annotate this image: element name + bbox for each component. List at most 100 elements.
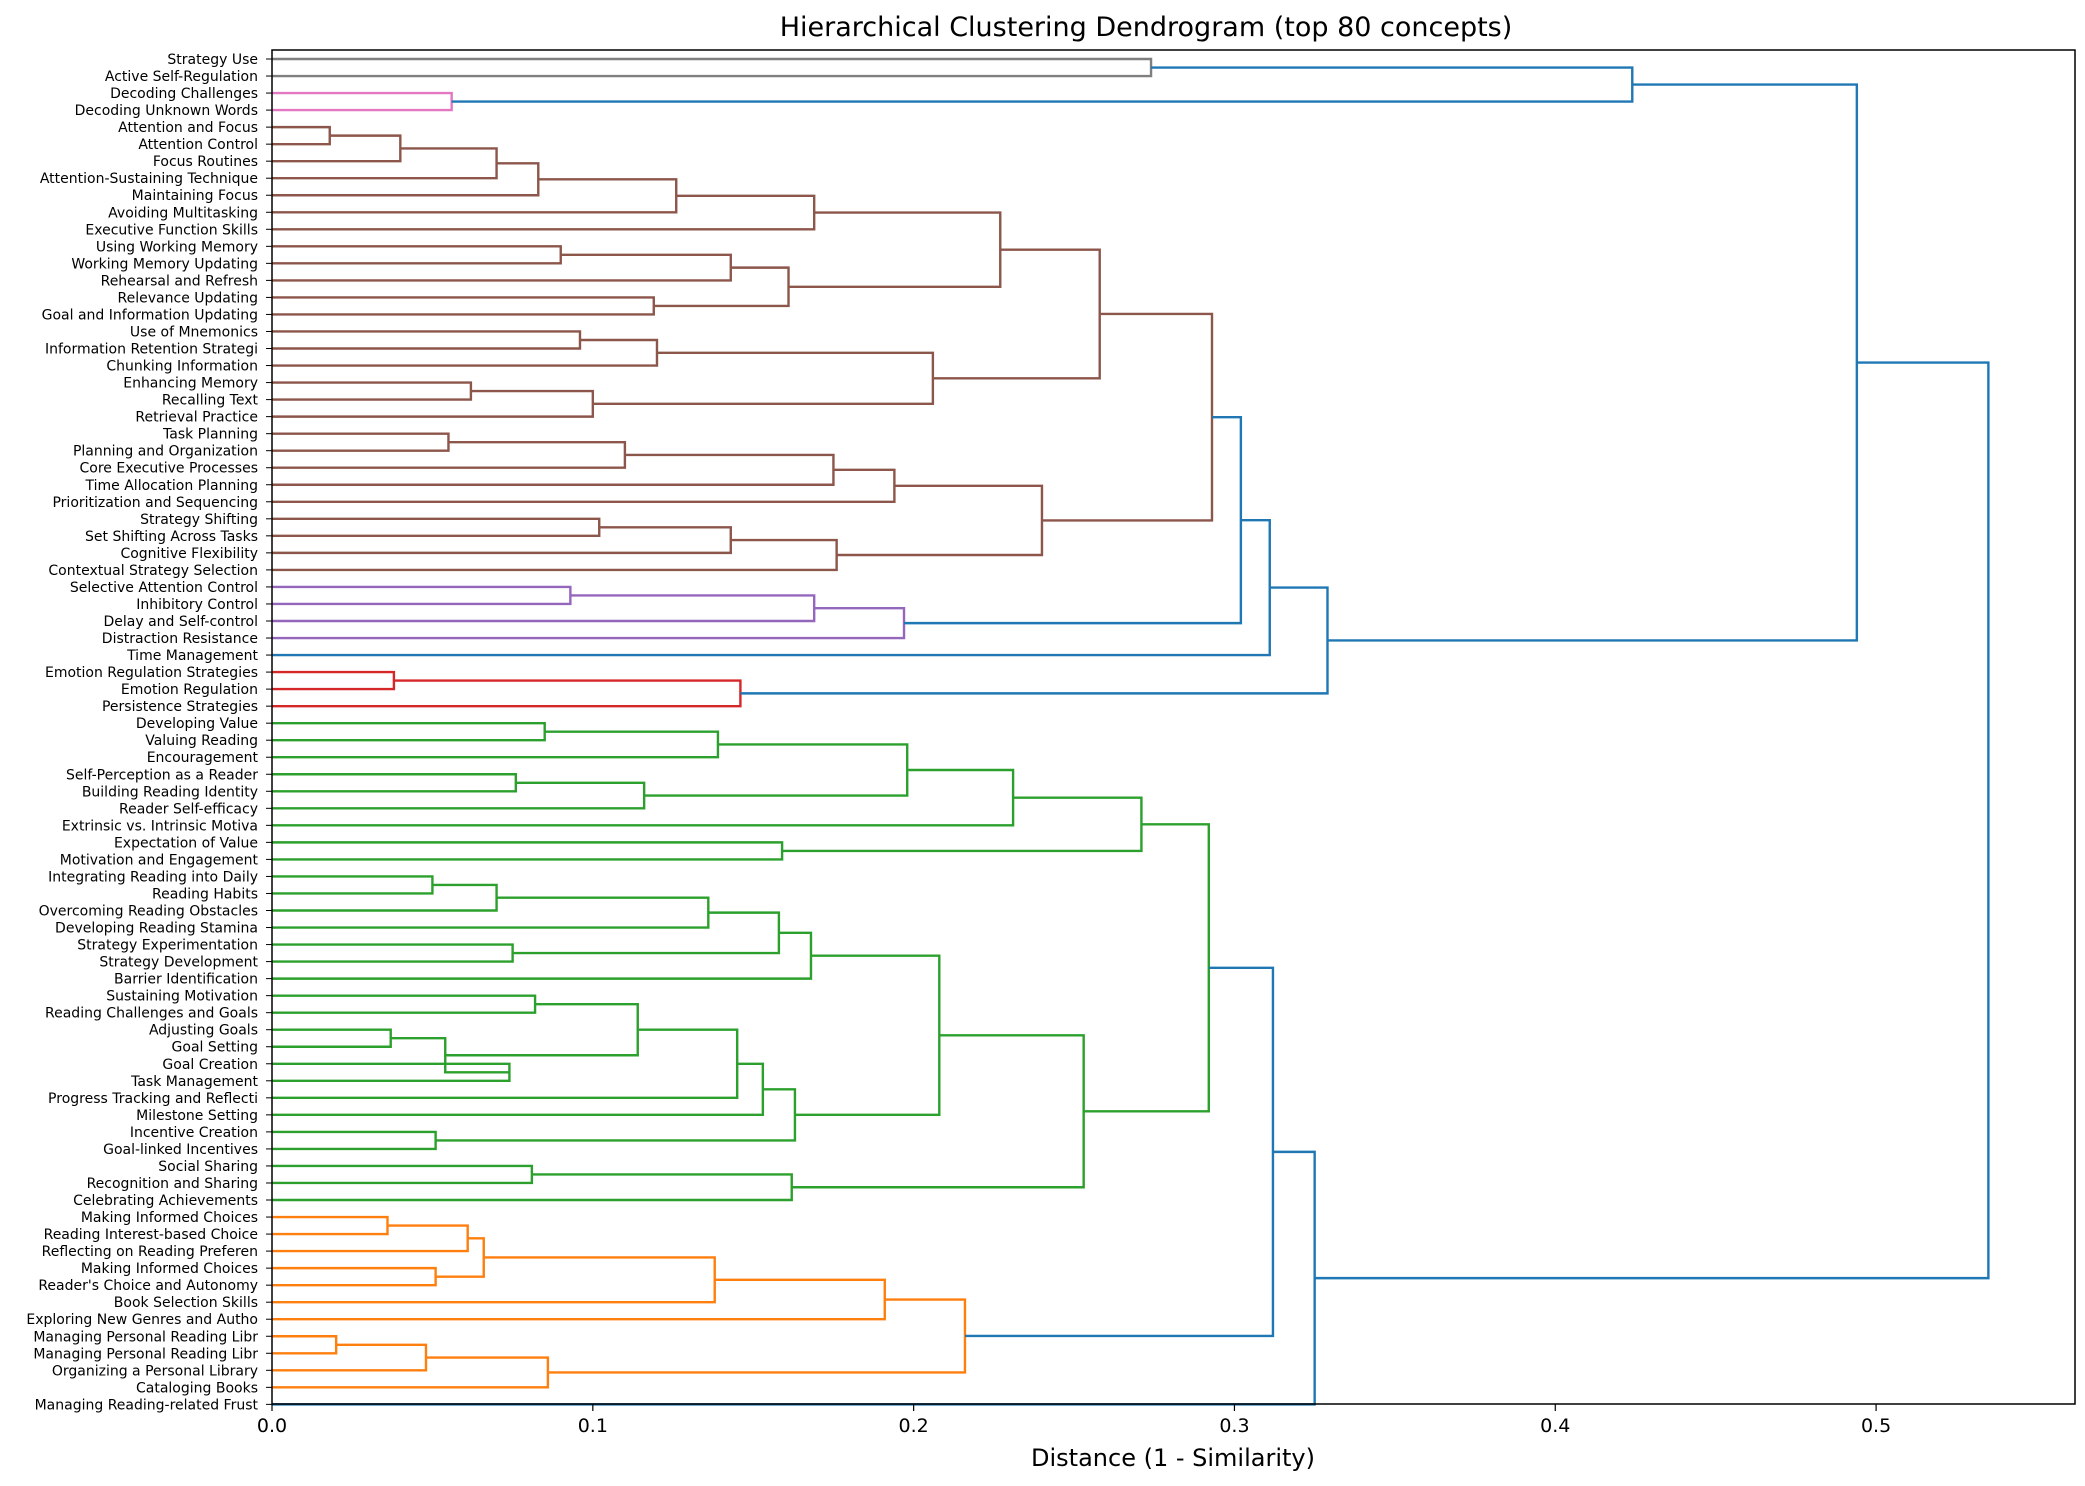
dendrogram-link-G15	[272, 994, 537, 1014]
leaf-label: Emotion Regulation Strategies	[45, 665, 258, 681]
dendrogram-link-B8	[272, 253, 732, 282]
dendrogram-link-C1	[904, 415, 1243, 625]
leaf-label: Task Management	[130, 1074, 258, 1090]
leaf-label: Core Executive Processes	[80, 461, 258, 477]
leaf-label: Focus Routines	[153, 154, 258, 170]
leaf-label: Strategy Use	[167, 52, 258, 68]
dendrogram-link-O6	[272, 1278, 886, 1321]
leaf-label: Using Working Memory	[96, 239, 258, 255]
dendrogram-link-B23	[272, 526, 732, 555]
dendrogram-link-B20	[272, 453, 835, 486]
dendrogram-link-B13	[272, 338, 659, 367]
leaf-label: Task Planning	[162, 427, 258, 443]
leaf-label: Attention Control	[138, 137, 258, 153]
leaf-label: Attention and Focus	[118, 120, 258, 136]
dendrogram-link-A1	[272, 57, 1153, 78]
dendrogram-links	[272, 57, 1990, 1406]
leaf-label: Selective Attention Control	[70, 580, 258, 596]
dendrogram-link-G19	[445, 1002, 639, 1057]
x-axis-label: Distance (1 - Similarity)	[1031, 1444, 1315, 1472]
dendrogram-link-G6	[272, 768, 1015, 827]
dendrogram-link-G23	[435, 1088, 797, 1142]
dendrogram-link-B10	[653, 266, 790, 308]
leaf-label: Making Informed Choices	[81, 1261, 258, 1277]
leaf-label: Sustaining Motivation	[106, 989, 258, 1005]
dendrogram-link-B14	[272, 381, 473, 401]
leaf-label: Valuing Reading	[145, 733, 258, 749]
leaf-label: Progress Tracking and Reflecti	[48, 1091, 258, 1107]
dendrogram-link-O10	[547, 1298, 967, 1374]
x-tick-label: 0.1	[578, 1415, 608, 1437]
leaf-label: Maintaining Focus	[132, 188, 258, 204]
chart-title: Hierarchical Clustering Dendrogram (top …	[780, 12, 1513, 43]
leaf-label: Working Memory Updating	[71, 256, 258, 272]
leaf-label: Motivation and Engagement	[60, 852, 259, 868]
dendrogram-link-B16	[592, 351, 935, 406]
leaf-label: Attention-Sustaining Technique	[40, 171, 258, 187]
dendrogram-link-O4	[435, 1237, 485, 1278]
dendrogram-link-G25	[272, 1164, 534, 1185]
leaf-label: Building Reading Identity	[82, 784, 258, 800]
leaf-label: Exploring New Genres and Autho	[26, 1312, 258, 1328]
leaf-label: Strategy Experimentation	[77, 938, 258, 954]
dendrogram-link-B4	[272, 162, 540, 197]
dendrogram-link-G7	[272, 841, 784, 861]
dendrogram-link-B9	[272, 296, 655, 316]
leaf-label: Recognition and Sharing	[87, 1176, 258, 1192]
dendrogram-link-O5	[272, 1256, 716, 1304]
leaf-label: Reader's Choice and Autonomy	[38, 1278, 258, 1294]
leaf-label: Avoiding Multitasking	[108, 205, 258, 221]
dendrogram-link-A3	[451, 66, 1634, 103]
x-tick-label: 0.3	[1219, 1415, 1249, 1437]
leaf-label: Goal Creation	[162, 1057, 258, 1073]
leaf-label: Barrier Identification	[114, 972, 258, 988]
x-tick-label: 0.0	[257, 1415, 287, 1437]
leaf-label: Use of Mnemonics	[130, 324, 258, 340]
leaf-label: Self-Perception as a Reader	[66, 767, 258, 783]
leaf-label: Emotion Regulation	[121, 682, 258, 698]
dendrogram-link-G3	[272, 773, 518, 793]
dendrogram-link-G5	[644, 743, 909, 797]
leaf-label: Goal Setting	[172, 1040, 258, 1056]
dendrogram-link-G16	[272, 1028, 392, 1048]
dendrogram-link-G4	[272, 781, 646, 810]
dendrogram-link-B22	[272, 517, 601, 538]
leaf-label: Expectation of Value	[114, 835, 258, 851]
leaf-label: Relevance Updating	[118, 290, 258, 306]
leaf-label: Prioritization and Sequencing	[52, 495, 258, 511]
leaf-label: Executive Function Skills	[85, 222, 258, 238]
dendrogram-link-D3	[1314, 361, 1990, 1280]
dendrogram-link-G14	[272, 931, 813, 980]
dendrogram-link-B6	[272, 194, 816, 231]
leaf-label: Developing Reading Stamina	[55, 921, 258, 937]
leaf-label: Rehearsal and Refresh	[101, 273, 258, 289]
x-tick-label: 0.4	[1540, 1415, 1570, 1437]
dendrogram-link-G22	[272, 1130, 437, 1151]
dendrogram-link-B17	[932, 248, 1101, 380]
dendrogram-link-C4	[1327, 83, 1859, 642]
dendrogram-link-D2	[272, 1150, 1316, 1406]
dendrogram-link-B12	[272, 330, 582, 350]
leaf-label: Strategy Development	[99, 955, 258, 971]
leaf-label: Managing Personal Reading Libr	[33, 1346, 258, 1362]
leaf-label: Overcoming Reading Obstacles	[39, 904, 258, 920]
leaf-label: Managing Reading-related Frust	[35, 1397, 259, 1413]
leaf-label: Incentive Creation	[130, 1125, 258, 1141]
dendrogram-link-G11	[272, 896, 710, 929]
leaf-label: Reading Interest-based Choice	[44, 1227, 258, 1243]
leaf-label: Decoding Unknown Words	[75, 103, 258, 119]
dendrogram-link-R1	[272, 670, 396, 691]
dendrogram-link-B11	[788, 211, 1002, 288]
dendrogram-link-G13	[512, 911, 781, 955]
leaf-label: Information Retention Strategi	[45, 342, 258, 358]
dendrogram-link-O2	[272, 1224, 469, 1253]
leaf-label: Persistence Strategies	[102, 699, 258, 715]
dendrogram-link-B19	[272, 440, 627, 469]
dendrogram-link-P1	[272, 585, 572, 606]
leaf-label: Enhancing Memory	[123, 376, 258, 392]
leaf-label: Decoding Challenges	[110, 86, 258, 102]
dendrogram-link-B26	[1041, 312, 1214, 522]
dendrogram-link-O1	[272, 1215, 389, 1236]
dendrogram-link-G28	[1083, 823, 1210, 1113]
